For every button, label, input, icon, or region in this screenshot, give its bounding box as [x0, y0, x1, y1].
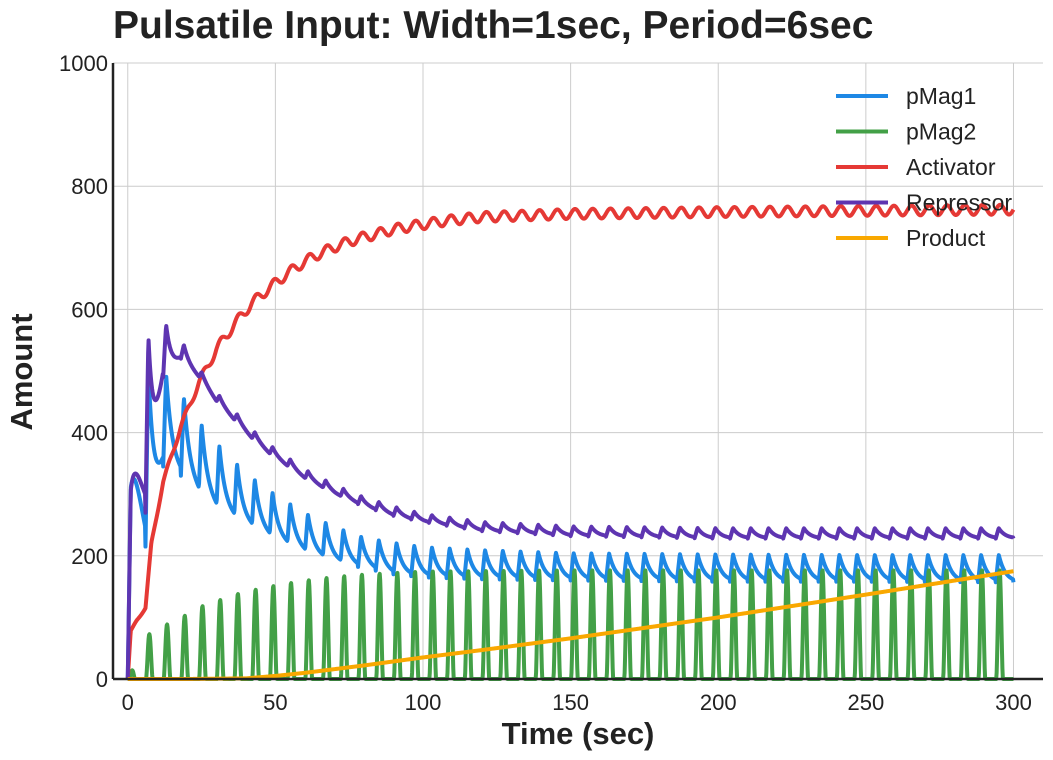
- series-line-pmag1: [125, 370, 1016, 680]
- series-line-repressor: [125, 324, 1016, 680]
- x-tick-label: 150: [552, 690, 589, 715]
- grid-lines: [113, 62, 1043, 680]
- x-tick-label: 250: [847, 690, 884, 715]
- y-axis-label: Amount: [4, 313, 39, 430]
- legend-label-activator: Activator: [906, 154, 996, 180]
- y-tick-label: 600: [71, 297, 108, 322]
- x-tick-label: 100: [405, 690, 442, 715]
- x-tick-label: 50: [263, 690, 287, 715]
- x-tick-label: 200: [700, 690, 737, 715]
- series-line-product: [126, 569, 1016, 681]
- tick-labels: 0 50 100 150 200 250 300 0 200 400 600 800 1000: [59, 51, 1032, 715]
- legend: pMag1 pMag2 Activator Repressor Product: [836, 83, 1012, 251]
- y-tick-label: 200: [71, 544, 108, 569]
- legend-label-product: Product: [906, 225, 986, 251]
- chart-title: Pulsatile Input: Width=1sec, Period=6sec: [113, 4, 873, 47]
- series-line-activator: [125, 202, 1016, 680]
- x-tick-label: 300: [995, 690, 1032, 715]
- axes: [111, 63, 1043, 681]
- legend-label-pmag1: pMag1: [906, 83, 976, 109]
- y-tick-label: 800: [71, 174, 108, 199]
- y-tick-label: 1000: [59, 51, 108, 76]
- legend-label-pmag2: pMag2: [906, 119, 976, 145]
- y-tick-label: 0: [96, 667, 108, 692]
- y-tick-label: 400: [71, 421, 108, 446]
- x-tick-label: 0: [122, 690, 134, 715]
- x-axis-label: Time (sec): [502, 716, 655, 751]
- legend-label-repressor: Repressor: [906, 190, 1012, 216]
